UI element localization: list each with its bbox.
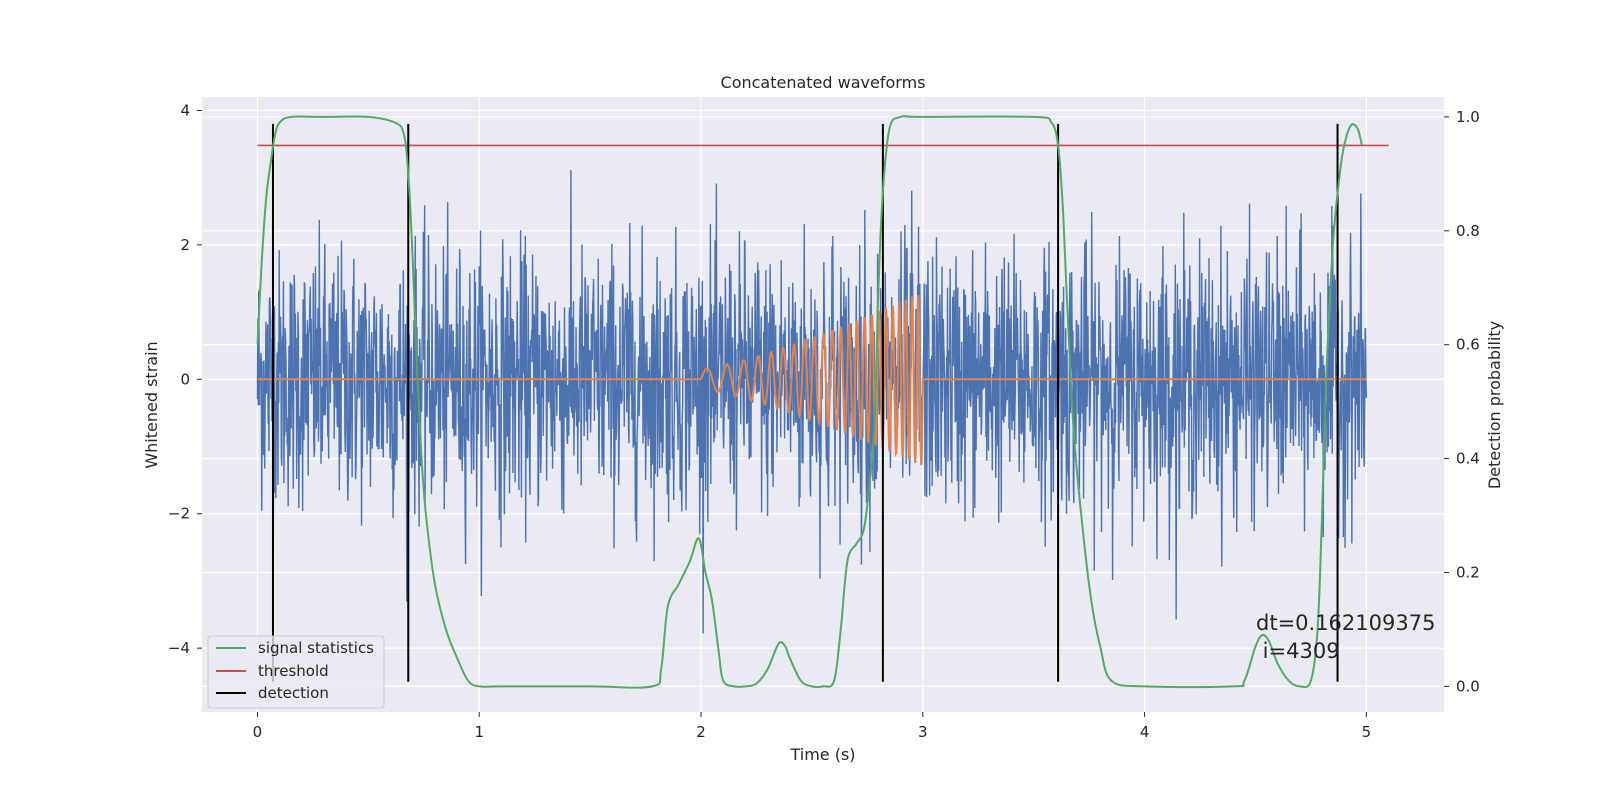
annotation-dt: dt=0.162109375: [1256, 611, 1435, 635]
legend-label-detection: detection: [258, 684, 329, 702]
y-tick-label-right: 0.8: [1456, 222, 1480, 240]
x-tick-label: 3: [918, 723, 928, 741]
legend-label-threshold: threshold: [258, 662, 329, 680]
y-tick-label: 2: [180, 236, 190, 254]
x-tick-label: 1: [474, 723, 484, 741]
y-tick-label-right: 0.2: [1456, 563, 1480, 581]
signal-statistics-line: [256, 115, 1363, 689]
chirp-series: [257, 294, 1367, 466]
y-tick-label-right: 1.0: [1456, 108, 1480, 126]
y-axis-label-right: Detection probability: [1485, 321, 1504, 489]
y-tick-label-right: 0.4: [1456, 450, 1480, 468]
annotation-i: i=4309: [1256, 639, 1340, 663]
legend: signal statistics threshold detection: [207, 635, 385, 709]
x-tick-label: 0: [253, 723, 263, 741]
x-tick-label: 5: [1362, 723, 1372, 741]
y-tick-label-right: 0.6: [1456, 336, 1480, 354]
y-tick-label: −2: [168, 505, 190, 523]
x-tick-label: 4: [1140, 723, 1150, 741]
x-tick-label: 2: [696, 723, 706, 741]
chirp-line: [257, 294, 1367, 466]
legend-box: [207, 635, 385, 709]
legend-label-signal-statistics: signal statistics: [258, 639, 374, 657]
ticks: 0 1 2 3 4 5 −4 −2 0 2 4 0.0 0.2 0.4 0.6 0.8 1.0: [168, 101, 1480, 741]
main-series: [256, 115, 1389, 689]
chart-title: Concatenated waveforms: [721, 73, 926, 92]
y-tick-label: 4: [180, 101, 190, 119]
y-tick-label-right: 0.0: [1456, 677, 1480, 695]
y-tick-label: −4: [168, 639, 190, 657]
y-axis-label: Whitened strain: [142, 341, 161, 468]
x-axis-label: Time (s): [789, 745, 855, 764]
y-tick-label: 0: [180, 370, 190, 388]
